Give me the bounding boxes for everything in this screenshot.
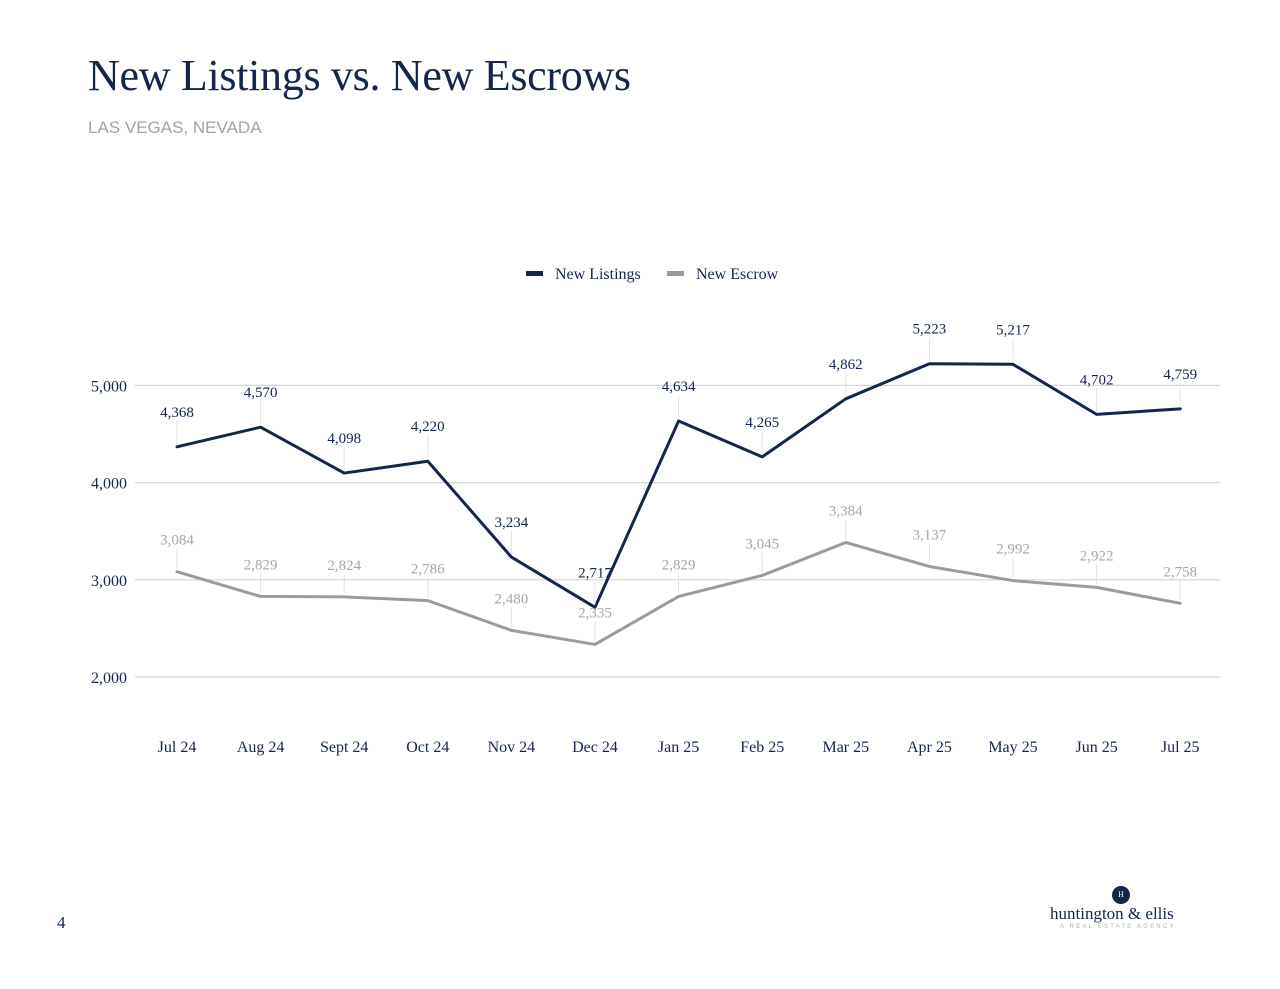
data-label: 2,786 [411, 562, 445, 578]
x-tick-label: Mar 25 [822, 739, 869, 756]
y-tick-label: 3,000 [91, 573, 127, 590]
data-label: 3,137 [913, 527, 947, 543]
data-label: 5,223 [913, 322, 947, 338]
logo-tagline: A REAL ESTATE AGENCY [1060, 924, 1176, 930]
data-label: 5,217 [996, 322, 1030, 338]
data-label: 4,220 [411, 419, 445, 435]
legend-label: New Escrow [696, 266, 779, 283]
legend-label: New Listings [555, 266, 641, 283]
data-label: 2,335 [578, 605, 612, 621]
y-tick-label: 2,000 [91, 670, 127, 687]
series-line [175, 540, 1182, 646]
legend-swatch [526, 271, 543, 276]
x-tick-label: Nov 24 [488, 739, 536, 756]
data-label: 4,098 [327, 431, 361, 447]
y-tick-label: 4,000 [91, 476, 127, 493]
series-line [175, 362, 1182, 609]
data-label: 4,570 [244, 385, 278, 401]
y-tick-label: 5,000 [91, 378, 127, 395]
data-label: 4,862 [829, 357, 863, 373]
data-label: 3,384 [829, 503, 863, 519]
data-label: 2,824 [327, 558, 361, 574]
data-label: 2,922 [1080, 548, 1114, 564]
x-tick-label: Dec 24 [572, 739, 618, 756]
x-tick-label: Jul 24 [158, 739, 197, 756]
data-label: 2,480 [495, 591, 529, 607]
data-label: 2,992 [996, 542, 1030, 558]
data-label: 3,084 [160, 533, 194, 549]
data-label: 2,758 [1163, 564, 1197, 580]
page-subtitle: LAS VEGAS, NEVADA [88, 118, 262, 137]
page-title: New Listings vs. New Escrows [88, 51, 631, 100]
x-tick-label: Jun 25 [1075, 739, 1117, 756]
data-label: 2,717 [578, 565, 612, 581]
logo-name: huntington & ellis [1050, 904, 1174, 923]
x-tick-label: May 25 [988, 739, 1037, 756]
x-tick-label: Feb 25 [740, 739, 784, 756]
data-label: 4,368 [160, 405, 194, 421]
data-label: 4,702 [1080, 372, 1114, 388]
data-label: 4,265 [745, 415, 779, 431]
data-label: 4,759 [1163, 367, 1197, 383]
company-logo: H huntington & ellis A REAL ESTATE AGENC… [1046, 886, 1206, 936]
data-label: 2,829 [662, 557, 696, 573]
x-tick-label: Aug 24 [237, 739, 285, 756]
page-number: 4 [57, 913, 66, 932]
x-tick-label: Sept 24 [320, 739, 368, 756]
data-label: 3,234 [495, 515, 529, 531]
logo-monogram: H [1112, 886, 1130, 904]
x-tick-label: Oct 24 [406, 739, 449, 756]
x-tick-label: Jan 25 [658, 739, 699, 756]
x-tick-label: Jul 25 [1161, 739, 1200, 756]
data-label: 2,829 [244, 557, 278, 573]
data-label: 4,634 [662, 379, 696, 395]
legend-swatch [667, 271, 684, 276]
data-label: 3,045 [745, 536, 779, 552]
x-tick-label: Apr 25 [907, 739, 952, 756]
